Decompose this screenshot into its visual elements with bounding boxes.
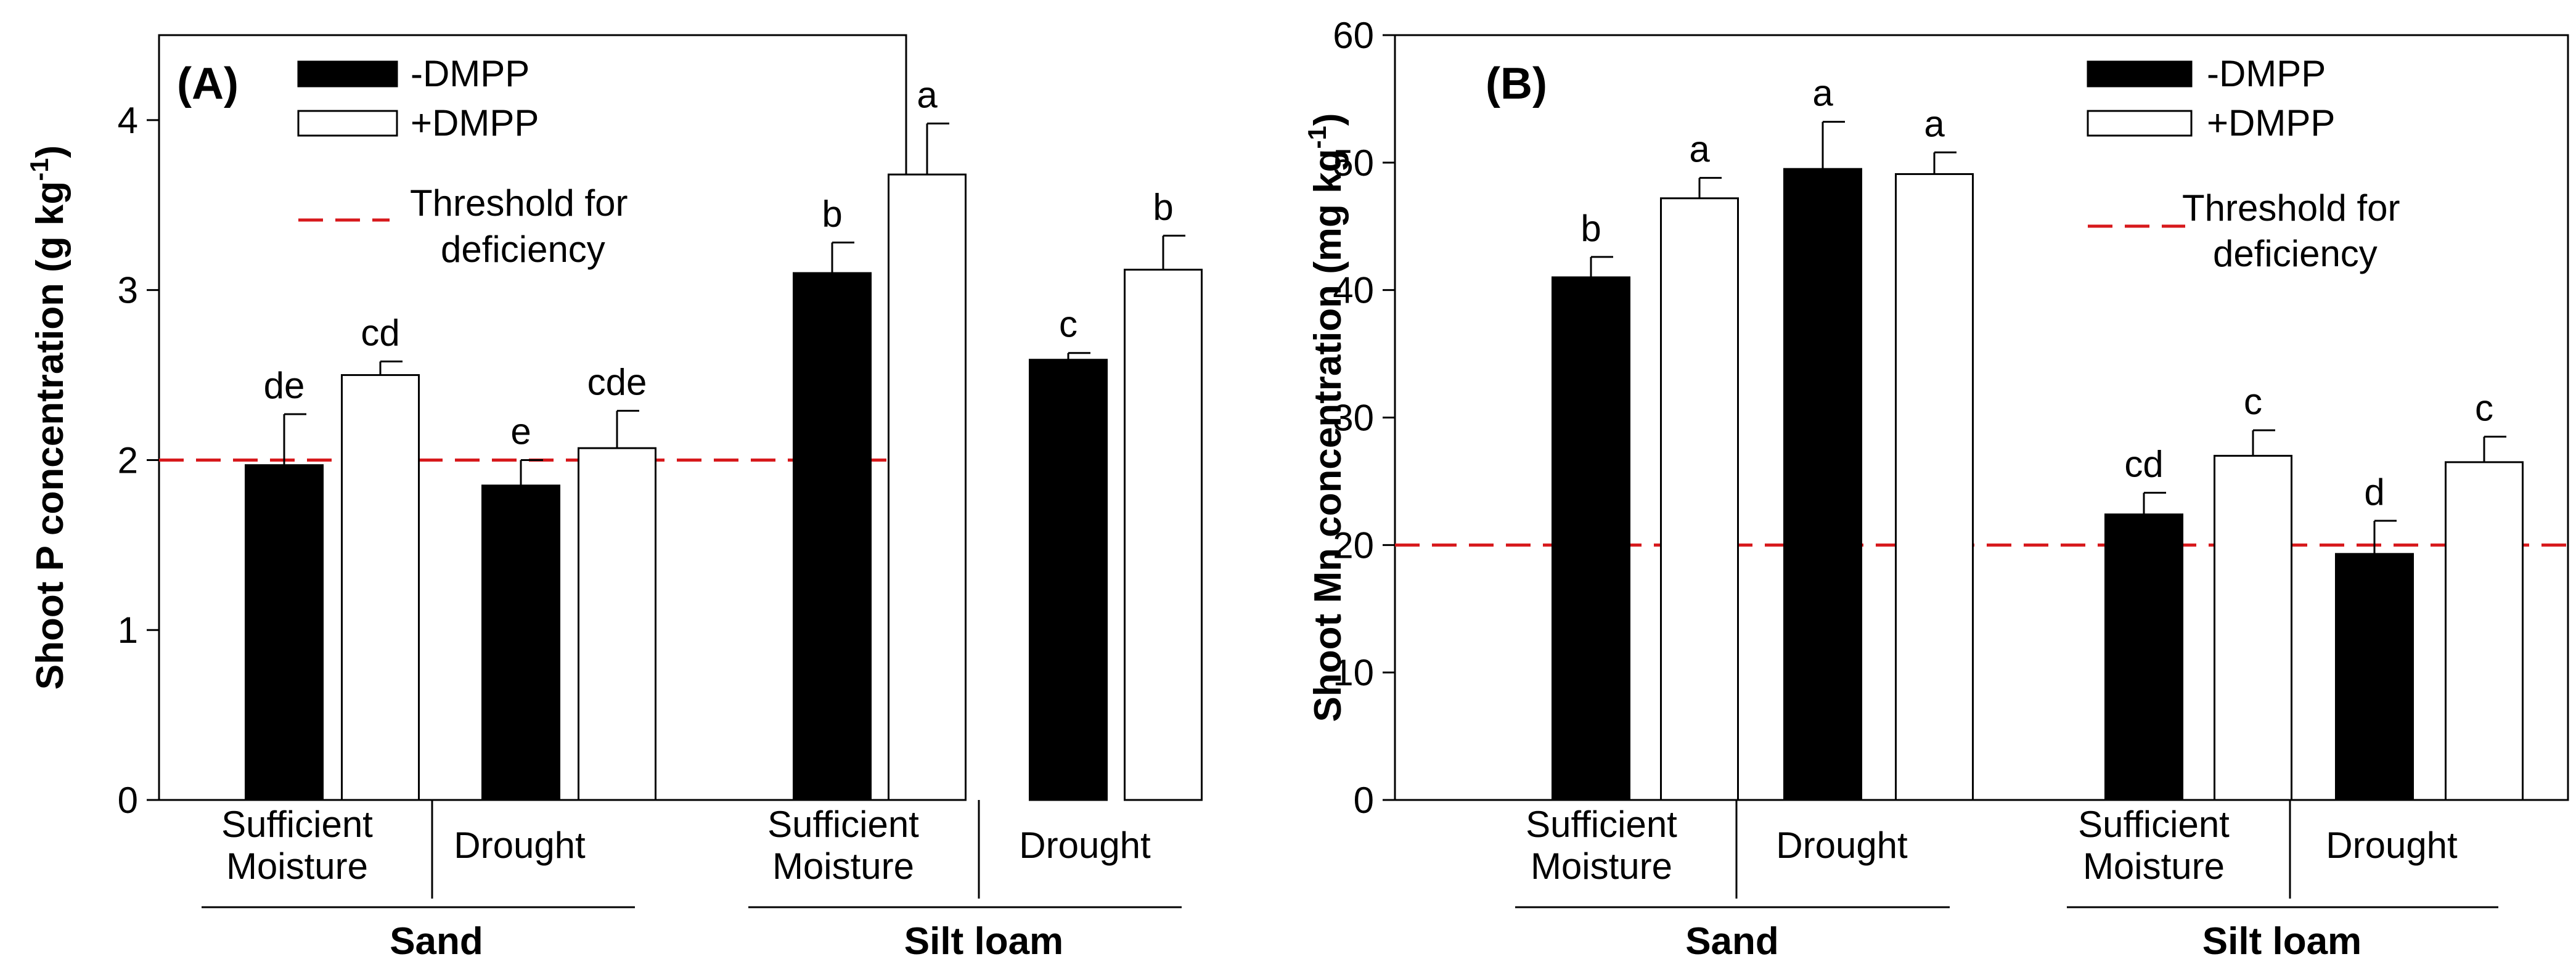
y-tick-label-a: 3 (118, 270, 138, 311)
legend-threshold-label-line2-b: deficiency (2213, 233, 2378, 274)
soil-label-a: Sand (390, 920, 483, 963)
legend-label-pos-dmpp-a: +DMPP (411, 102, 539, 144)
y-tick-label-a: 0 (118, 780, 138, 821)
legend-swatch-pos-dmpp-a (297, 110, 398, 137)
y-tick-label-b: 0 (1354, 780, 1374, 821)
panel-b-shoot-mn-chart: 0 10 20 30 40 50 60 Shoot Mn concentration (mg … (1302, 15, 2569, 963)
significance-letter-b: c (2244, 381, 2262, 422)
bar-pos-dmpp-b (1660, 197, 1739, 801)
y-axis-title-main: Shoot Mn concentration (mg kg (1307, 149, 1349, 722)
group-label-moisture-b: Moisture (1531, 846, 1672, 887)
bar-pos-dmpp-b (2214, 455, 2292, 801)
bar-neg-dmpp-a (481, 484, 560, 801)
group-label-drought-b: Drought (2326, 825, 2458, 866)
panel-a-shoot-p-chart: 0 1 2 3 4 Shoot P concentration (g kg-1) de e b c… (25, 34, 1203, 963)
y-axis-title-b: Shoot Mn concentration (mg kg-1) (1302, 113, 1349, 722)
legend-label-neg-dmpp-b: -DMPP (2207, 53, 2326, 94)
significance-letter-b: a (1689, 129, 1710, 170)
bar-neg-dmpp-a (245, 464, 324, 801)
significance-letter-a: e (510, 410, 531, 452)
legend-threshold-label-line1-a: Threshold for (410, 182, 628, 224)
bar-pos-dmpp-a (578, 447, 656, 801)
y-axis-title-a: Shoot P concentration (g kg-1) (25, 145, 72, 690)
y-tick-label-b: 10 (1333, 652, 1374, 693)
bar-neg-dmpp-a (793, 272, 872, 801)
y-tick-label-b: 50 (1333, 142, 1374, 184)
group-label-drought-a: Drought (1019, 825, 1151, 866)
bar-neg-dmpp-b (2104, 513, 2183, 801)
soil-label-b: Sand (1685, 920, 1779, 963)
y-tick-label-b: 60 (1333, 15, 1374, 56)
significance-letter-b: a (1812, 73, 1833, 114)
panel-label-a: (A) (177, 59, 239, 108)
y-tick-label-b: 20 (1333, 524, 1374, 566)
y-axis-title-exponent: -1 (1302, 126, 1331, 149)
group-label-sufficient-b: Sufficient (1526, 804, 1677, 845)
group-label-moisture-a: Moisture (226, 846, 368, 887)
bar-pos-dmpp-a (341, 374, 420, 801)
legend-label-neg-dmpp-a: -DMPP (411, 53, 530, 94)
significance-letter-a: de (264, 365, 305, 406)
legend-threshold-label-line2-a: deficiency (441, 229, 605, 270)
soil-label-b: Silt loam (2202, 920, 2361, 963)
y-axis-title-main: Shoot P concentration (g kg (29, 181, 72, 690)
y-tick-label-a: 1 (118, 610, 138, 651)
group-label-drought-a: Drought (454, 825, 586, 866)
significance-letter-a: b (822, 193, 842, 234)
legend-threshold-label-line1-b: Threshold for (2182, 187, 2400, 229)
significance-letter-a: c (1059, 304, 1077, 345)
y-tick-label-a: 4 (118, 100, 138, 141)
significance-letter-b: c (2475, 388, 2493, 429)
group-label-moisture-b: Moisture (2083, 846, 2225, 887)
y-axis-title-close: ) (1307, 113, 1349, 126)
group-label-sufficient-a: Sufficient (221, 804, 373, 845)
legend-swatch-pos-dmpp-b (2087, 110, 2193, 137)
legend-swatch-neg-dmpp-a (297, 60, 398, 88)
significance-letter-b: d (2364, 471, 2384, 513)
y-tick-label-b: 30 (1333, 398, 1374, 439)
bar-neg-dmpp-a (1029, 359, 1108, 801)
significance-letter-a: cde (587, 361, 647, 402)
soil-label-a: Silt loam (904, 920, 1063, 963)
significance-letter-a: cd (361, 312, 399, 353)
significance-letter-a: b (1153, 186, 1173, 227)
y-axis-title-exponent: -1 (25, 158, 54, 181)
bar-neg-dmpp-b (1783, 168, 1862, 801)
significance-letter-b: b (1580, 208, 1601, 249)
significance-letter-b: a (1924, 103, 1945, 144)
significance-letter-b: cd (2124, 444, 2163, 485)
bar-neg-dmpp-b (2335, 553, 2414, 801)
bar-pos-dmpp-b (1895, 173, 1974, 801)
group-label-drought-b: Drought (1776, 825, 1908, 866)
y-tick-label-b: 40 (1333, 270, 1374, 311)
group-label-moisture-a: Moisture (772, 846, 914, 887)
bar-pos-dmpp-b (2445, 461, 2524, 801)
bar-neg-dmpp-b (1552, 276, 1630, 801)
legend-label-pos-dmpp-b: +DMPP (2207, 102, 2335, 144)
panel-label-b: (B) (1486, 59, 1547, 108)
significance-letter-a: a (917, 74, 938, 115)
y-axis-title-close: ) (29, 145, 72, 158)
bar-pos-dmpp-a (1124, 269, 1203, 801)
bar-pos-dmpp-a (888, 173, 967, 801)
y-tick-label-a: 2 (118, 439, 138, 481)
group-label-sufficient-a: Sufficient (767, 804, 919, 845)
group-label-sufficient-b: Sufficient (2078, 804, 2230, 845)
legend-swatch-neg-dmpp-b (2087, 60, 2193, 88)
